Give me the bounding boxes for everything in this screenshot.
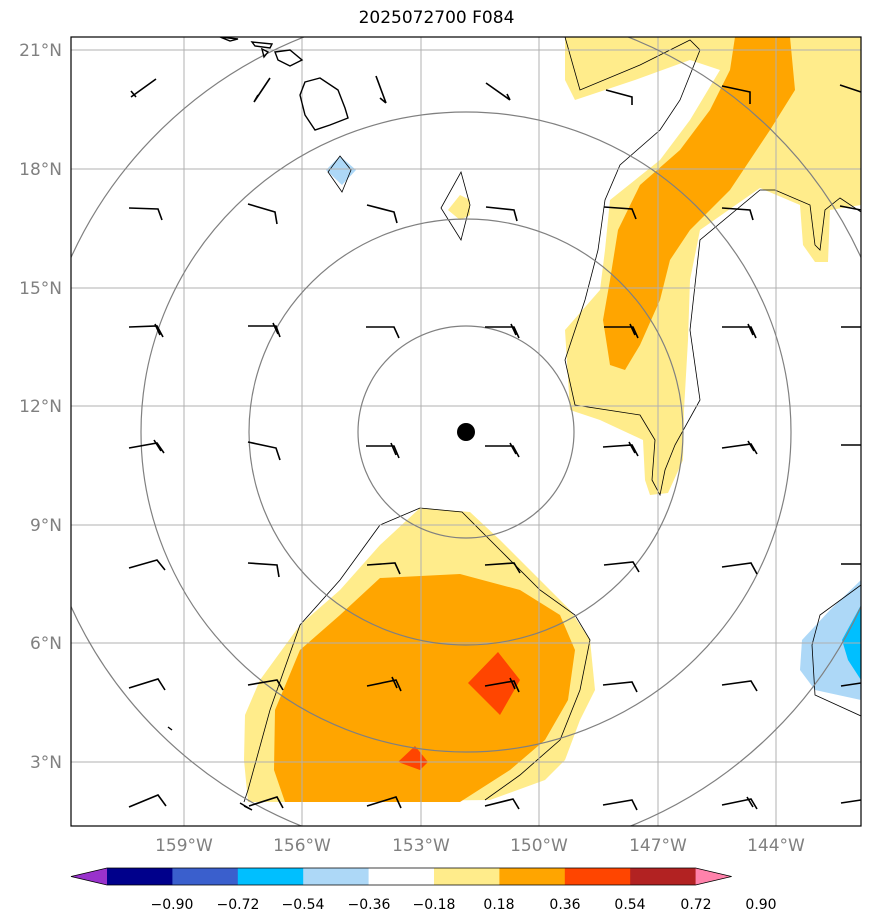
negative-anomaly <box>326 156 861 700</box>
lon-label: 156°W <box>273 836 331 856</box>
colorbar-extend-high <box>695 868 732 885</box>
colorbar-tick: 0.54 <box>614 897 645 913</box>
lat-label: 9°N <box>30 516 62 536</box>
map-frame <box>70 36 862 827</box>
colorbar-segment <box>630 868 697 885</box>
lat-label: 3°N <box>30 753 62 773</box>
colorbar-segment <box>237 868 304 885</box>
colorbar-tick: −0.90 <box>151 897 194 913</box>
lat-label: 18°N <box>19 160 62 180</box>
colorbar-segment <box>368 868 435 885</box>
lon-label: 150°W <box>510 836 568 856</box>
lat-label: 12°N <box>19 397 62 417</box>
colorbar-tick: −0.18 <box>413 897 456 913</box>
lon-label: 153°W <box>392 836 450 856</box>
lat-label: 21°N <box>19 41 62 61</box>
colorbar-tick: 0.18 <box>483 897 514 913</box>
latitude-labels: 21°N 18°N 15°N 12°N 9°N 6°N 3°N <box>19 41 62 773</box>
range-rings <box>71 37 861 826</box>
colorbar-tick: 0.72 <box>680 897 711 913</box>
positive-anomaly-north <box>448 37 861 495</box>
graticule <box>71 37 861 826</box>
small-positive-patch <box>448 195 470 220</box>
lat-label: 15°N <box>19 279 62 299</box>
colorbar-tick: −0.54 <box>282 897 325 913</box>
longitude-labels: 159°W 156°W 153°W 150°W 147°W 144°W <box>155 836 805 856</box>
lon-label: 147°W <box>629 836 687 856</box>
colorbar-extend-low <box>71 868 107 885</box>
storm-center-marker <box>457 423 475 441</box>
strong-positive-core <box>468 652 520 715</box>
coastline <box>167 37 349 811</box>
wind-barbs <box>128 75 862 811</box>
lat-label: 6°N <box>30 634 62 654</box>
colorbar-outline <box>70 867 732 886</box>
colorbar-segment <box>499 868 566 885</box>
colorbar <box>70 867 732 886</box>
colorbar-segment <box>303 868 370 885</box>
lon-label: 144°W <box>747 836 805 856</box>
colorbar-tick: −0.36 <box>348 897 391 913</box>
colorbar-tick: 0.90 <box>745 897 776 913</box>
colorbar-tick: 0.36 <box>549 897 580 913</box>
colorbar-segment <box>172 868 239 885</box>
colorbar-tick: −0.72 <box>217 897 260 913</box>
lon-label: 159°W <box>155 836 213 856</box>
map-content <box>71 37 861 826</box>
colorbar-segment <box>434 868 500 885</box>
map-title: 2025072700 F084 <box>358 8 515 28</box>
colorbar-ticks: −0.90 −0.72 −0.54 −0.36 −0.18 0.18 0.36 … <box>151 897 777 913</box>
colorbar-segment <box>564 868 631 885</box>
colorbar-segment <box>107 868 173 885</box>
